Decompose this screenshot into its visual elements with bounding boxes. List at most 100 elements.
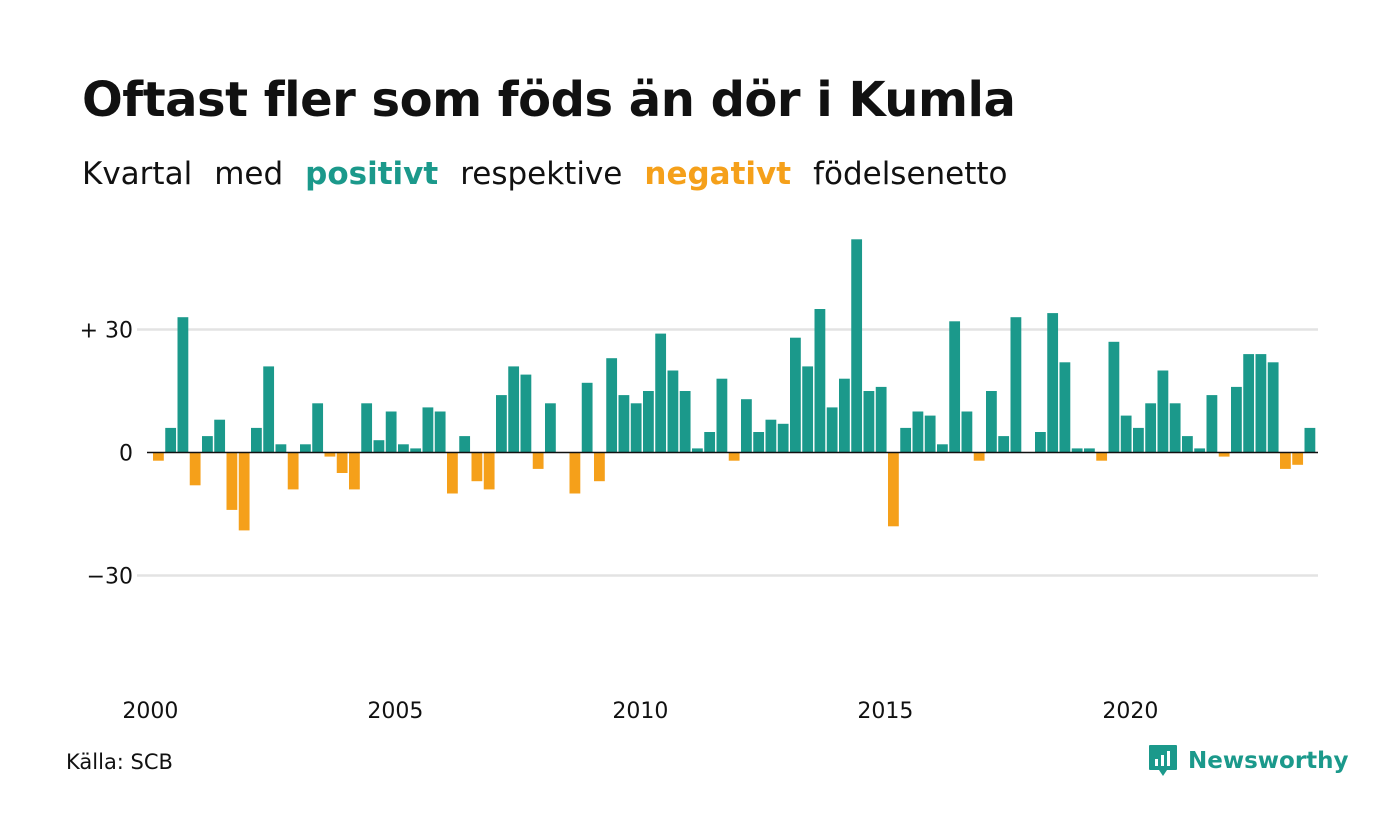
bar-positive	[667, 370, 679, 453]
bar-positive	[961, 411, 973, 453]
bar-negative	[483, 452, 495, 490]
bar-positive	[998, 436, 1010, 453]
bar-negative	[569, 452, 581, 494]
subtitle-word-kvartal: Kvartal	[82, 156, 193, 192]
bar-positive	[839, 378, 850, 453]
bar-positive	[765, 419, 777, 453]
chart-title: Oftast fler som föds än dör i Kumla	[82, 72, 1016, 128]
bar-positive	[434, 411, 446, 453]
bar-positive	[520, 374, 532, 453]
bar-positive	[912, 411, 924, 453]
bar-positive	[1267, 362, 1279, 453]
chart-subtitle: Kvartal med positivt respektive negativt föde…	[82, 156, 1030, 192]
bar-positive	[900, 427, 912, 453]
bar-positive	[826, 407, 838, 453]
bar-positive	[704, 432, 716, 453]
subtitle-positive-label: positivt	[305, 156, 439, 192]
bar-positive	[679, 391, 691, 453]
subtitle-word-respektive: respektive	[460, 156, 623, 192]
bar-positive	[251, 427, 262, 453]
bar-positive	[1059, 362, 1071, 453]
bar-negative	[324, 452, 336, 457]
x-tick-label: 2020	[1102, 699, 1158, 724]
bar-positive	[643, 391, 654, 453]
bar-positive	[1145, 403, 1157, 453]
bar-positive	[263, 366, 275, 453]
bar-positive	[618, 395, 630, 453]
bar-negative	[189, 452, 201, 486]
bar-negative	[447, 452, 458, 494]
bar-positive	[777, 423, 789, 453]
brand-logo: Newsworthy	[1148, 744, 1349, 778]
bar-positive	[214, 419, 226, 453]
bar-positive	[373, 440, 385, 453]
bar-positive	[1182, 436, 1193, 453]
bar-positive	[581, 382, 593, 453]
bar-positive	[790, 337, 801, 453]
bar-negative	[336, 452, 348, 473]
bar-positive	[165, 427, 177, 453]
y-tick-label: −30	[87, 565, 133, 590]
bar-negative	[1280, 452, 1291, 469]
y-tick-label: 0	[119, 442, 133, 467]
bar-positive	[949, 321, 961, 453]
bar-positive	[986, 391, 997, 453]
bar-positive	[410, 448, 422, 453]
bar-negative	[238, 452, 250, 531]
bar-negative	[728, 452, 740, 461]
bar-positive	[851, 239, 863, 453]
bar-positive	[924, 415, 936, 453]
bar-negative	[1218, 452, 1230, 457]
subtitle-word-med: med	[214, 156, 284, 192]
newsworthy-logo-icon	[1149, 745, 1177, 776]
y-tick-label: + 30	[80, 319, 133, 344]
x-tick-label: 2010	[612, 699, 668, 724]
bar-negative	[287, 452, 299, 490]
subtitle-word-fodelsenetto: födelsenetto	[813, 156, 1008, 192]
bar-negative	[1096, 452, 1108, 461]
bar-positive	[1243, 354, 1255, 453]
bar-positive	[1255, 354, 1267, 453]
bar-positive	[312, 403, 324, 453]
bar-positive	[1120, 415, 1132, 453]
bar-positive	[496, 395, 507, 453]
bar-positive	[508, 366, 520, 453]
bar-positive	[1157, 370, 1169, 453]
x-tick-label: 2005	[367, 699, 423, 724]
bar-negative	[973, 452, 985, 461]
bar-positive	[422, 407, 434, 453]
bar-positive	[1206, 395, 1218, 453]
bar-positive	[1010, 317, 1022, 453]
bar-positive	[300, 444, 311, 453]
bar-positive	[863, 391, 875, 453]
bar-positive	[1035, 432, 1046, 453]
bar-positive	[1304, 427, 1316, 453]
bar-positive	[937, 444, 948, 453]
bar-negative	[471, 452, 483, 482]
bar-positive	[606, 358, 618, 453]
bar-negative	[532, 452, 544, 469]
bar-positive	[1169, 403, 1181, 453]
bar-positive	[361, 403, 373, 453]
bar-positive	[545, 403, 556, 453]
bar-negative	[153, 452, 164, 461]
subtitle-negative-label: negativt	[644, 156, 792, 192]
bar-positive	[202, 436, 213, 453]
bar-positive	[1133, 427, 1144, 453]
bar-positive	[814, 309, 826, 453]
bar-positive	[275, 444, 287, 453]
bar-positive	[630, 403, 642, 453]
bar-positive	[177, 317, 189, 453]
bar-positive	[802, 366, 814, 453]
bar-positive	[692, 448, 703, 453]
brand-name: Newsworthy	[1188, 748, 1349, 774]
bar-positive	[1047, 313, 1059, 453]
bar-positive	[1084, 448, 1095, 453]
bar-positive	[753, 432, 765, 453]
bar-positive	[398, 444, 409, 453]
bar-positive	[385, 411, 397, 453]
bar-positive	[1194, 448, 1206, 453]
bar-positive	[741, 399, 752, 453]
bar-positive	[1071, 448, 1083, 453]
